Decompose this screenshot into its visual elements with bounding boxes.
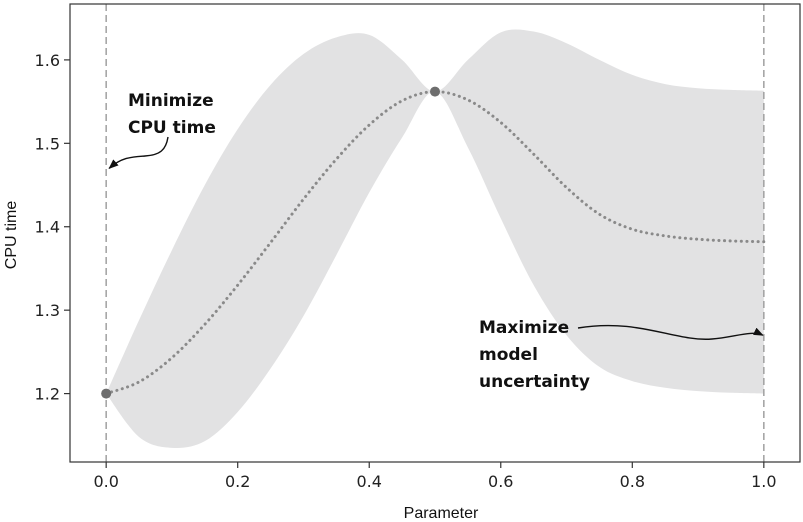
x-axis-label: Parameter — [404, 505, 479, 522]
observation-point-1 — [430, 86, 440, 97]
y-tick-label: 1.3 — [35, 301, 60, 320]
x-tick-label: 1.0 — [751, 472, 776, 491]
plot-frame — [69, 3, 801, 463]
observation-points — [101, 86, 440, 399]
annotation-maximize-line-3: uncertainty — [479, 372, 590, 392]
uncertainty-band — [106, 29, 764, 448]
y-tick-label: 1.2 — [35, 385, 60, 404]
x-tick-label: 0.6 — [488, 472, 513, 491]
annotation-minimize: Minimize CPU time — [108, 91, 216, 169]
y-tick-label: 1.5 — [35, 134, 60, 153]
x-tick-label: 0.8 — [620, 472, 645, 491]
y-axis-ticks: 1.2 1.3 1.4 1.5 1.6 — [35, 51, 70, 404]
y-axis-label: CPU time — [3, 201, 20, 270]
y-tick-label: 1.4 — [35, 218, 60, 237]
x-tick-label: 0.2 — [225, 472, 250, 491]
observation-point-0 — [101, 388, 112, 399]
annotation-minimize-line-1: Minimize — [128, 91, 214, 111]
annotation-minimize-line-2: CPU time — [128, 118, 216, 138]
annotation-maximize-line-1: Maximize — [479, 318, 569, 338]
x-tick-label: 0.4 — [357, 472, 382, 491]
x-tick-label: 0.0 — [93, 472, 118, 491]
x-axis-ticks: 0.0 0.2 0.4 0.6 0.8 1.0 — [93, 462, 777, 491]
annotation-minimize-arrow — [108, 136, 169, 169]
annotation-maximize: Maximize model uncertainty — [479, 318, 764, 392]
annotation-maximize-arrow — [577, 324, 764, 340]
plot-area — [101, 4, 766, 462]
y-tick-label: 1.6 — [35, 51, 60, 70]
annotation-maximize-line-2: model — [479, 345, 538, 365]
